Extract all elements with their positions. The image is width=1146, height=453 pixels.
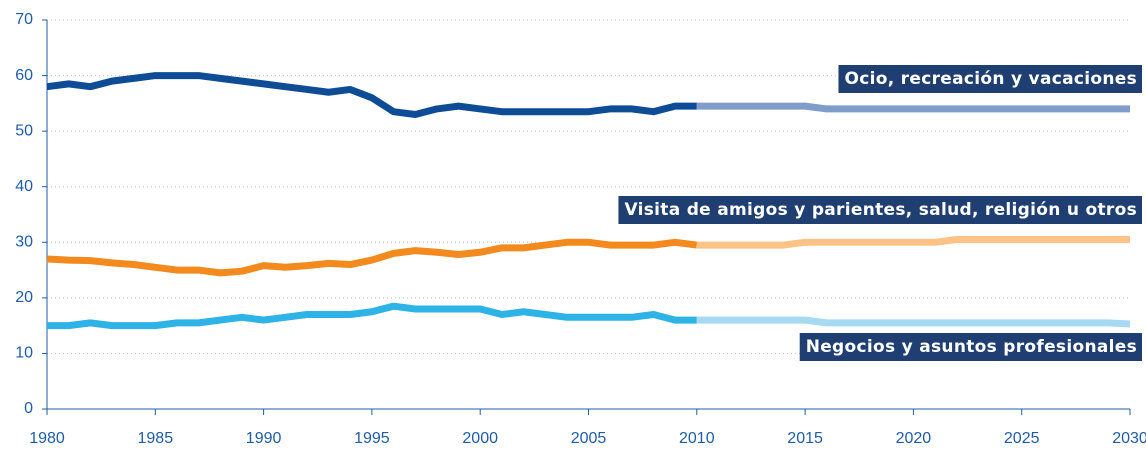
x-tick-label: 2030	[1112, 430, 1146, 447]
x-tick-label: 2020	[896, 430, 932, 447]
x-tick-label: 1980	[29, 430, 65, 447]
series-name: Negocios y asuntos profesionales	[806, 337, 1137, 357]
label-box	[618, 196, 1142, 224]
label-box	[799, 333, 1142, 361]
forecast-line	[696, 316, 1131, 328]
series-name: Visita de amigos y parientes, salud, rel…	[624, 200, 1137, 220]
x-tick-label: 2010	[679, 430, 715, 447]
series-label: Negocios y asuntos profesionales	[799, 333, 1142, 361]
forecast-line	[696, 102, 1130, 113]
forecast-line	[696, 236, 1130, 249]
x-tick-label: 1985	[138, 430, 174, 447]
y-tick-label: 10	[15, 345, 33, 362]
y-tick-label: 40	[15, 178, 33, 195]
y-tick-label: 0	[24, 400, 33, 417]
label-box	[838, 65, 1142, 93]
history-line	[46, 72, 697, 118]
series-name: Ocio, recreación y vacaciones	[844, 69, 1137, 89]
x-tick-label: 2025	[1004, 430, 1040, 447]
x-tick-label: 2000	[462, 430, 498, 447]
x-tick-label: 1990	[246, 430, 282, 447]
x-tick-label: 2005	[571, 430, 607, 447]
x-tick-label: 1995	[354, 430, 390, 447]
y-tick-label: 50	[15, 122, 33, 139]
series-label: Ocio, recreación y vacaciones	[838, 65, 1142, 93]
y-tick-label: 60	[15, 67, 33, 84]
y-tick-label: 70	[15, 11, 33, 28]
y-tick-label: 30	[15, 234, 33, 251]
history-line	[47, 302, 697, 330]
y-tick-label: 20	[15, 289, 33, 306]
history-line	[46, 238, 698, 277]
x-tick-label: 2015	[787, 430, 823, 447]
series-label: Visita de amigos y parientes, salud, rel…	[618, 196, 1142, 224]
